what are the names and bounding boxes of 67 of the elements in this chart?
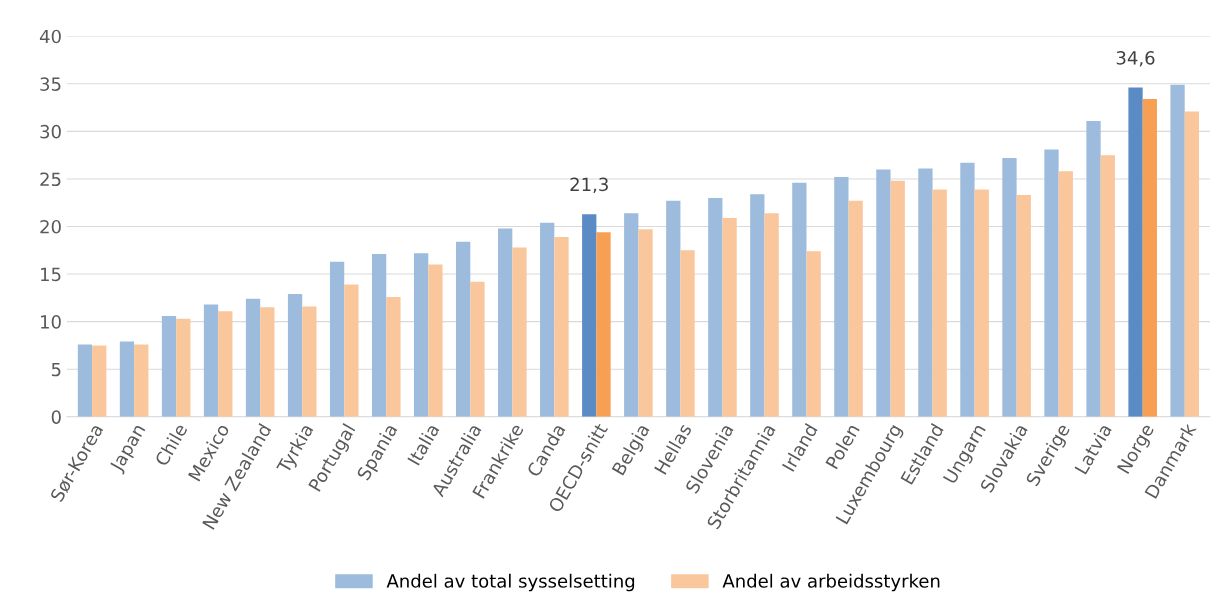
bar: [708, 197, 723, 417]
bar: [666, 200, 681, 417]
y-tick-label: 25: [40, 172, 61, 187]
y-tick-label: 35: [40, 77, 61, 91]
bar: [890, 180, 905, 417]
legend-label: Andel av arbeidsstyrken: [722, 573, 940, 592]
bar: [1058, 171, 1073, 417]
y-tick-label: 5: [51, 362, 61, 377]
bar: [119, 341, 135, 417]
bar: [245, 298, 261, 417]
bar: [1086, 120, 1101, 417]
bar: [344, 284, 359, 417]
bar: [1016, 195, 1031, 417]
bar: [428, 264, 443, 417]
bar: [834, 177, 849, 417]
bar: [1044, 149, 1059, 417]
bar: [876, 169, 891, 417]
bar: [974, 189, 989, 417]
bar: [680, 250, 695, 417]
bar: [134, 344, 149, 417]
bar: [1128, 87, 1143, 417]
bar: [540, 222, 555, 417]
data-label: 21,3: [570, 177, 608, 194]
bar: [638, 229, 653, 417]
bar: [624, 213, 639, 417]
bar: [1100, 155, 1115, 417]
bar: [918, 168, 933, 417]
bar: [512, 247, 527, 417]
bar: [764, 213, 779, 417]
data-label: 34,6: [1116, 51, 1155, 67]
bar: [582, 214, 597, 417]
bar: [848, 200, 863, 417]
bar: [92, 345, 107, 417]
y-tick-label: 15: [41, 267, 61, 282]
bar: [77, 344, 93, 417]
bar: [554, 236, 569, 417]
legend-label: Andel av total sysselsetting: [386, 573, 635, 592]
bar: [498, 228, 513, 417]
bar: [302, 306, 317, 417]
bar: [792, 182, 807, 417]
bar: [1184, 111, 1199, 417]
bar: [413, 253, 429, 417]
bar: [1002, 158, 1017, 417]
bar: [932, 189, 947, 417]
bar: [806, 251, 821, 417]
y-tick-label: 0: [51, 410, 61, 424]
bar: [1142, 99, 1157, 417]
bar: [1170, 84, 1185, 417]
bar: [260, 307, 275, 417]
bar: [329, 261, 345, 417]
bar: [750, 194, 765, 417]
bar: [371, 254, 387, 417]
bar: [176, 318, 191, 417]
y-tick-label: 10: [41, 315, 61, 329]
y-tick-label: 20: [40, 219, 61, 234]
y-tick-label: 40: [39, 29, 61, 44]
bar: [722, 217, 737, 417]
bar: [960, 162, 975, 417]
bar: [456, 241, 471, 417]
bar: [287, 294, 303, 417]
bar: [203, 304, 219, 417]
bar: [470, 281, 485, 417]
bar: [218, 311, 233, 417]
bar: [386, 296, 401, 417]
bar: [161, 315, 177, 417]
bar: [596, 232, 611, 417]
y-tick-label: 30: [40, 124, 61, 139]
